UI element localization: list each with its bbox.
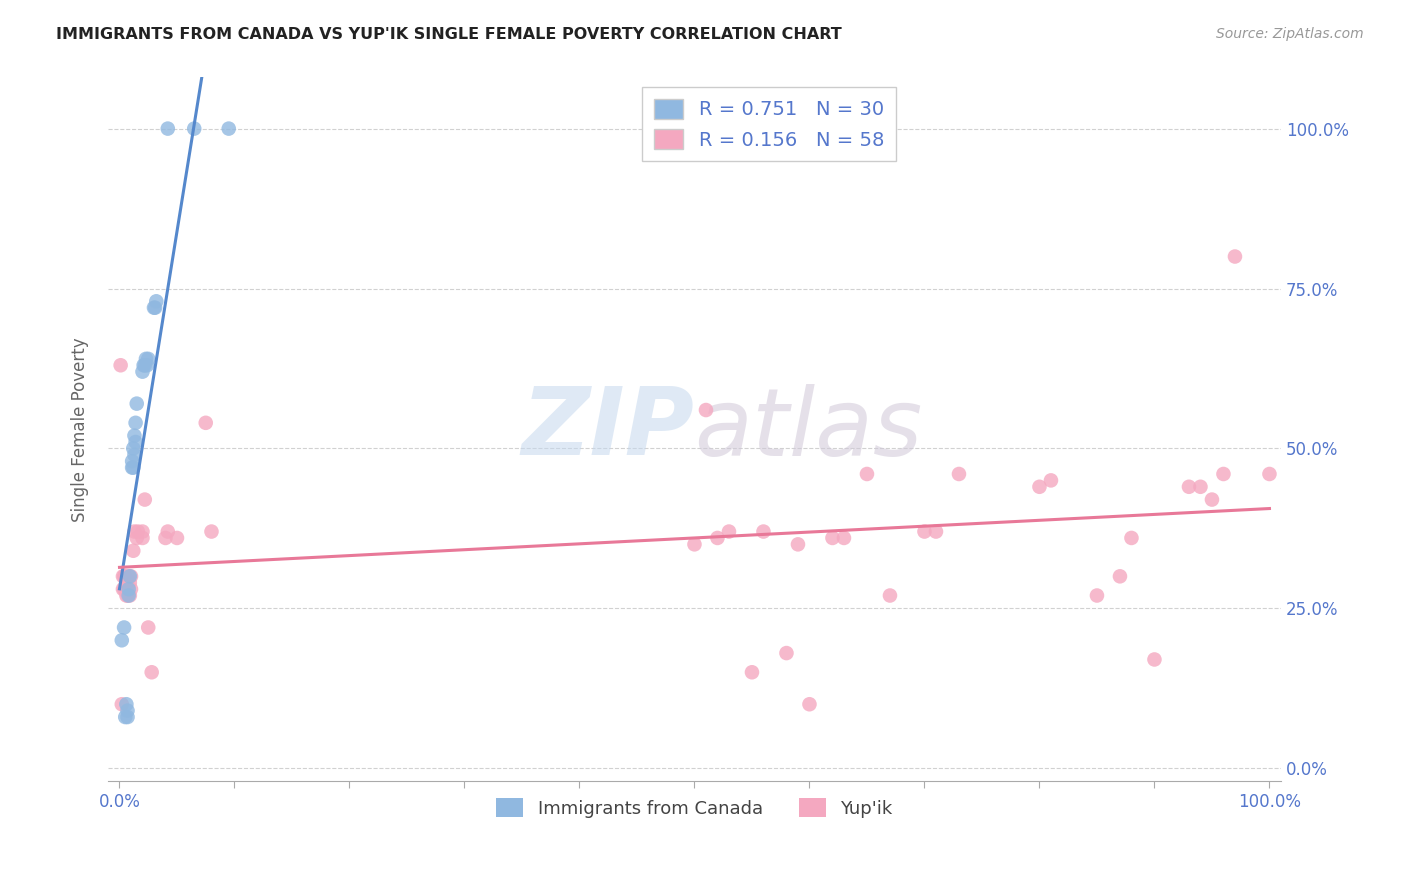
Point	[948, 467, 970, 481]
Point	[111, 633, 134, 648]
Point	[118, 589, 141, 603]
Text: ZIP: ZIP	[522, 384, 695, 475]
Point	[124, 428, 146, 442]
Point	[832, 531, 855, 545]
Point	[134, 358, 156, 372]
Point	[1258, 467, 1281, 481]
Point	[121, 460, 143, 475]
Point	[194, 416, 217, 430]
Point	[111, 569, 134, 583]
Point	[136, 358, 159, 372]
Point	[156, 121, 179, 136]
Text: IMMIGRANTS FROM CANADA VS YUP'IK SINGLE FEMALE POVERTY CORRELATION CHART: IMMIGRANTS FROM CANADA VS YUP'IK SINGLE …	[56, 27, 842, 42]
Point	[134, 492, 156, 507]
Point	[124, 524, 146, 539]
Point	[131, 531, 153, 545]
Point	[124, 448, 146, 462]
Point	[799, 698, 821, 712]
Point	[120, 569, 142, 583]
Point	[122, 543, 145, 558]
Point	[118, 569, 141, 583]
Point	[1143, 652, 1166, 666]
Point	[127, 524, 149, 539]
Point	[1121, 531, 1143, 545]
Point	[125, 531, 148, 545]
Point	[183, 121, 205, 136]
Point	[1201, 492, 1223, 507]
Point	[118, 582, 141, 596]
Point	[121, 454, 143, 468]
Point	[115, 575, 138, 590]
Point	[114, 582, 136, 596]
Point	[1109, 569, 1132, 583]
Point	[879, 589, 901, 603]
Point	[118, 569, 141, 583]
Point	[118, 575, 141, 590]
Point	[136, 620, 159, 634]
Point	[132, 358, 155, 372]
Point	[741, 665, 763, 680]
Point	[1039, 474, 1062, 488]
Point	[166, 531, 188, 545]
Point	[124, 435, 146, 450]
Point	[752, 524, 775, 539]
Point	[925, 524, 948, 539]
Point	[112, 582, 135, 596]
Point	[1085, 589, 1108, 603]
Point	[775, 646, 797, 660]
Point	[1178, 480, 1201, 494]
Point	[1212, 467, 1234, 481]
Text: Source: ZipAtlas.com: Source: ZipAtlas.com	[1216, 27, 1364, 41]
Point	[717, 524, 740, 539]
Text: atlas: atlas	[695, 384, 922, 475]
Point	[218, 121, 240, 136]
Point	[122, 460, 145, 475]
Point	[1028, 480, 1050, 494]
Point	[856, 467, 879, 481]
Point	[112, 569, 135, 583]
Point	[117, 710, 139, 724]
Point	[141, 665, 163, 680]
Point	[145, 294, 167, 309]
Point	[155, 531, 177, 545]
Point	[111, 698, 134, 712]
Point	[695, 403, 717, 417]
Point	[914, 524, 936, 539]
Legend: Immigrants from Canada, Yup'ik: Immigrants from Canada, Yup'ik	[489, 791, 900, 825]
Point	[143, 301, 166, 315]
Point	[120, 582, 142, 596]
Point	[125, 397, 148, 411]
Point	[111, 582, 134, 596]
Point	[821, 531, 844, 545]
Point	[787, 537, 810, 551]
Point	[683, 537, 706, 551]
Y-axis label: Single Female Poverty: Single Female Poverty	[72, 337, 89, 522]
Point	[122, 442, 145, 456]
Point	[706, 531, 728, 545]
Point	[115, 589, 138, 603]
Point	[200, 524, 222, 539]
Point	[1223, 250, 1246, 264]
Point	[114, 710, 136, 724]
Point	[117, 704, 139, 718]
Point	[131, 524, 153, 539]
Point	[112, 620, 135, 634]
Point	[1189, 480, 1212, 494]
Point	[110, 358, 132, 372]
Point	[136, 351, 159, 366]
Point	[135, 351, 157, 366]
Point	[124, 416, 146, 430]
Point	[115, 698, 138, 712]
Point	[143, 301, 166, 315]
Point	[118, 589, 141, 603]
Point	[114, 569, 136, 583]
Point	[156, 524, 179, 539]
Point	[131, 365, 153, 379]
Point	[117, 589, 139, 603]
